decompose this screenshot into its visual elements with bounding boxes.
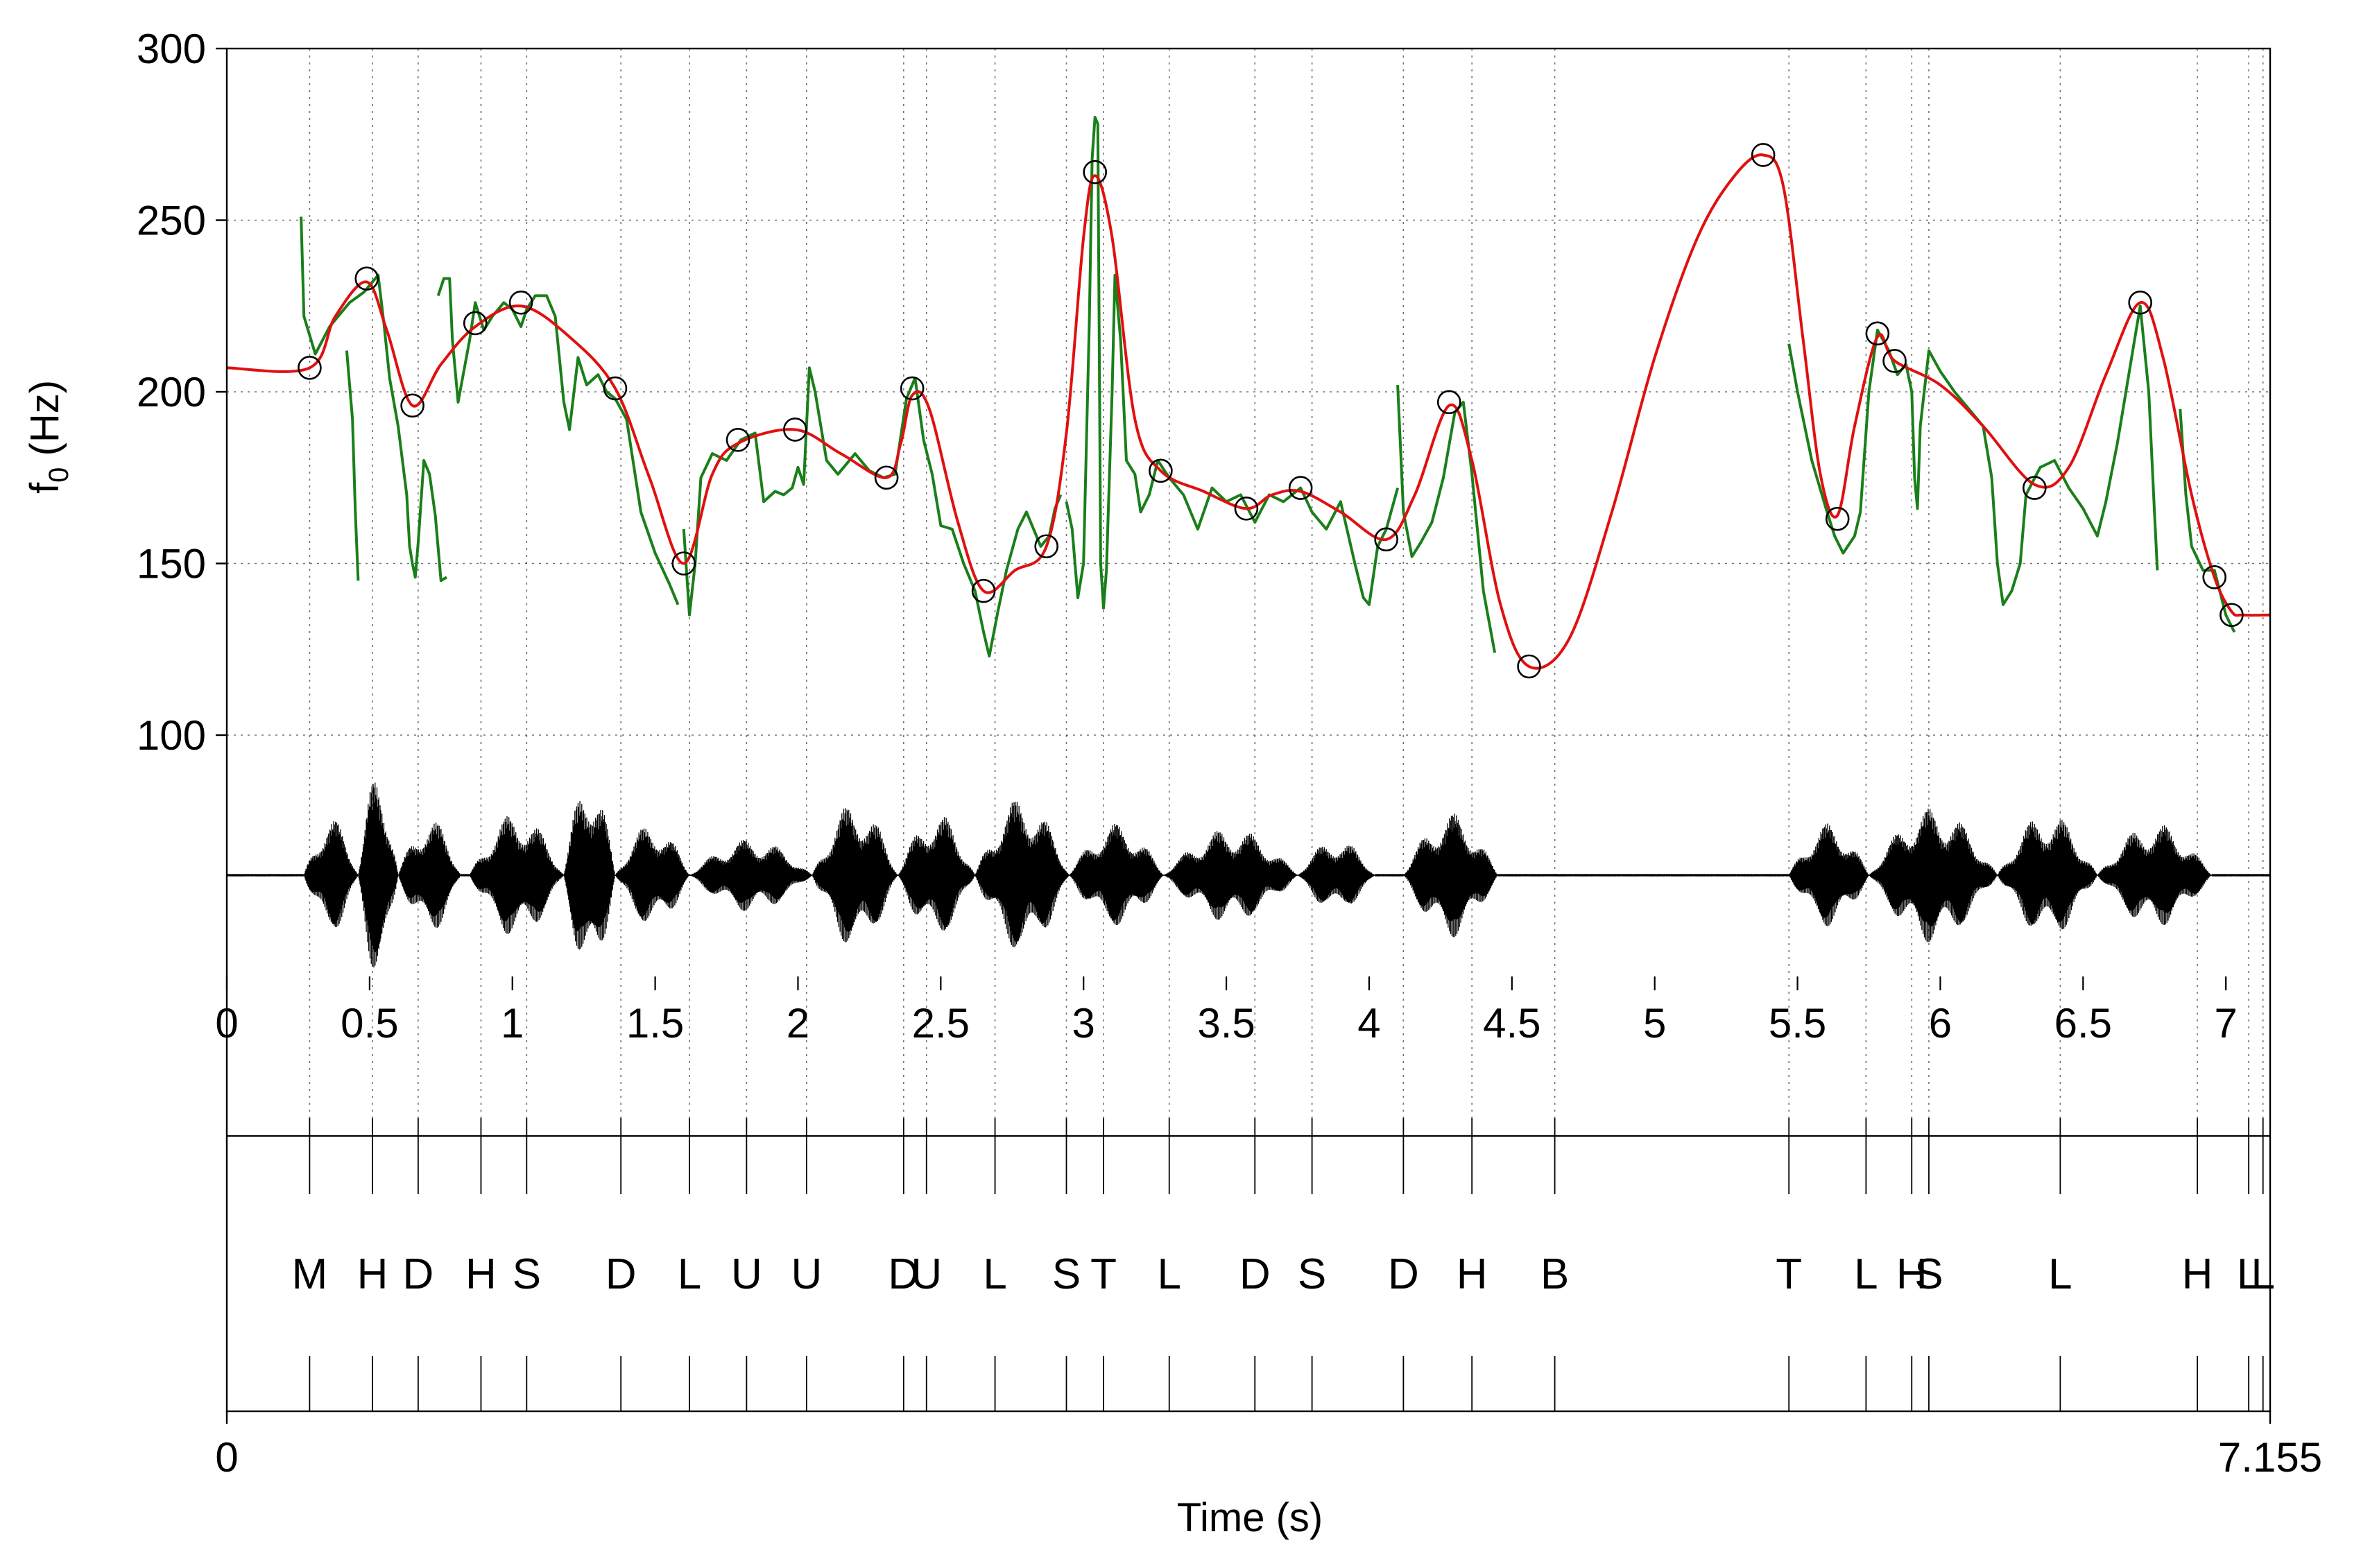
target-point [1825,506,1850,531]
target-point [900,376,925,401]
target-point [463,311,488,336]
tone-label: H [465,1250,497,1298]
y-axis-title-main: f [22,482,67,494]
y-tick-label: 150 [137,541,206,587]
tone-label: L [678,1250,701,1298]
tone-label: D [606,1250,637,1298]
tone-label: H [1896,1250,1928,1298]
y-tick-label: 200 [137,369,206,415]
fitted-f0-curve [226,153,2271,670]
tone-label: U [791,1250,822,1298]
raw-f0-segment [436,277,680,605]
tone-label: T [1776,1250,1802,1298]
mid-axis-tick-label: 6 [1929,1000,1952,1046]
target-point [400,393,424,418]
target-point [2128,290,2152,315]
tone-label: D [1388,1250,1419,1298]
target-point [1083,160,1107,184]
y-tick-label: 250 [137,198,206,244]
target-point [726,427,750,452]
target-point [603,376,628,401]
x-axis-title: Time (s) [1177,1495,1323,1540]
mid-axis-tick-label: 0.5 [341,1000,398,1046]
x-tick-label: 0 [215,1434,238,1481]
target-point [671,551,696,576]
tone-label: L [2048,1250,2072,1298]
tone-label: U [731,1250,762,1298]
target-point [1882,349,1907,373]
mid-axis-tick-label: 3.5 [1197,1000,1255,1046]
raw-f0-segment [1787,304,2159,606]
target-point [1234,496,1259,521]
raw-f0-segment [345,350,360,581]
x-tick-label: 7.155 [2218,1434,2322,1481]
tone-label: T [1090,1250,1117,1298]
tone-label: D [402,1250,433,1298]
tone-label: D [1239,1250,1271,1298]
tone-label: S [1298,1250,1326,1298]
tone-label: S [513,1250,541,1298]
target-point [1751,143,1776,167]
y-axis-title-unit-spacer [22,456,67,467]
target-point [1149,458,1173,483]
mid-axis-tick-label: 1.5 [626,1000,684,1046]
mid-axis-tick-label: 5.5 [1769,1000,1826,1046]
mid-axis-tick-label: 5 [1643,1000,1666,1046]
mid-axis-tick-label: 0 [215,1000,238,1046]
target-point [1034,534,1058,559]
mid-axis-tick-label: 1 [501,1000,524,1046]
mid-axis-tick-label: 2 [787,1000,809,1046]
mid-axis-tick-label: 6.5 [2054,1000,2112,1046]
tone-label: S [1052,1250,1081,1298]
raw-f0-segment [2179,408,2236,633]
target-point [1517,654,1541,679]
raw-f0-segment [1065,116,1400,610]
mid-axis-tick-label: 4 [1357,1000,1380,1046]
tone-label: D [888,1250,919,1298]
fitted-f0-series [226,153,2271,670]
tone-label: L [1158,1250,1181,1298]
tone-label: H [357,1250,388,1298]
tone-label: M [292,1250,328,1298]
tone-label: L [2237,1250,2260,1298]
y-tick-label: 300 [137,26,206,72]
tone-label: B [1540,1250,1569,1298]
mid-axis-tick-label: 2.5 [912,1000,970,1046]
target-point [874,465,899,490]
target-point [2202,565,2227,589]
target-markers [298,143,2244,679]
mid-axis-tick-label: 3 [1072,1000,1095,1046]
target-point [971,578,996,603]
y-axis-title-unit: (Hz) [22,380,67,456]
target-point [783,417,807,442]
target-point [298,356,322,380]
mid-axis-tick-label: 7 [2214,1000,2237,1046]
target-point [354,266,379,291]
target-point [1288,476,1313,500]
tone-label: L [1854,1250,1878,1298]
axes: 100 150 200 250 300 0 0.5 1 1.5 2 2.5 3 3.5 4 4.5 5 5.5 6… [137,26,2322,1481]
raw-f0-segment [1396,385,1497,653]
target-point [1374,527,1398,552]
tone-label: U [911,1250,942,1298]
target-point [2023,476,2047,500]
y-tick-label: 100 [137,712,206,759]
tone-label: S [1914,1250,1943,1298]
y-axis-title: f0 (Hz) [22,380,74,494]
target-point [508,290,533,315]
plot-frame [225,47,2272,1413]
tone-label: L [2251,1250,2274,1298]
tone-tier: M H D H S D L U U DU L S T L D S D H B T L HS L H LL [292,1118,2275,1411]
target-point [2220,603,2244,628]
tone-label: H [1457,1250,1488,1298]
target-point [1865,321,1890,346]
y-axis-title-subscript: 0 [44,467,74,483]
mid-axis-tick-label: 4.5 [1483,1000,1540,1046]
target-point [1436,390,1461,415]
tone-label: H [2182,1250,2213,1298]
tone-label: L [983,1250,1006,1298]
